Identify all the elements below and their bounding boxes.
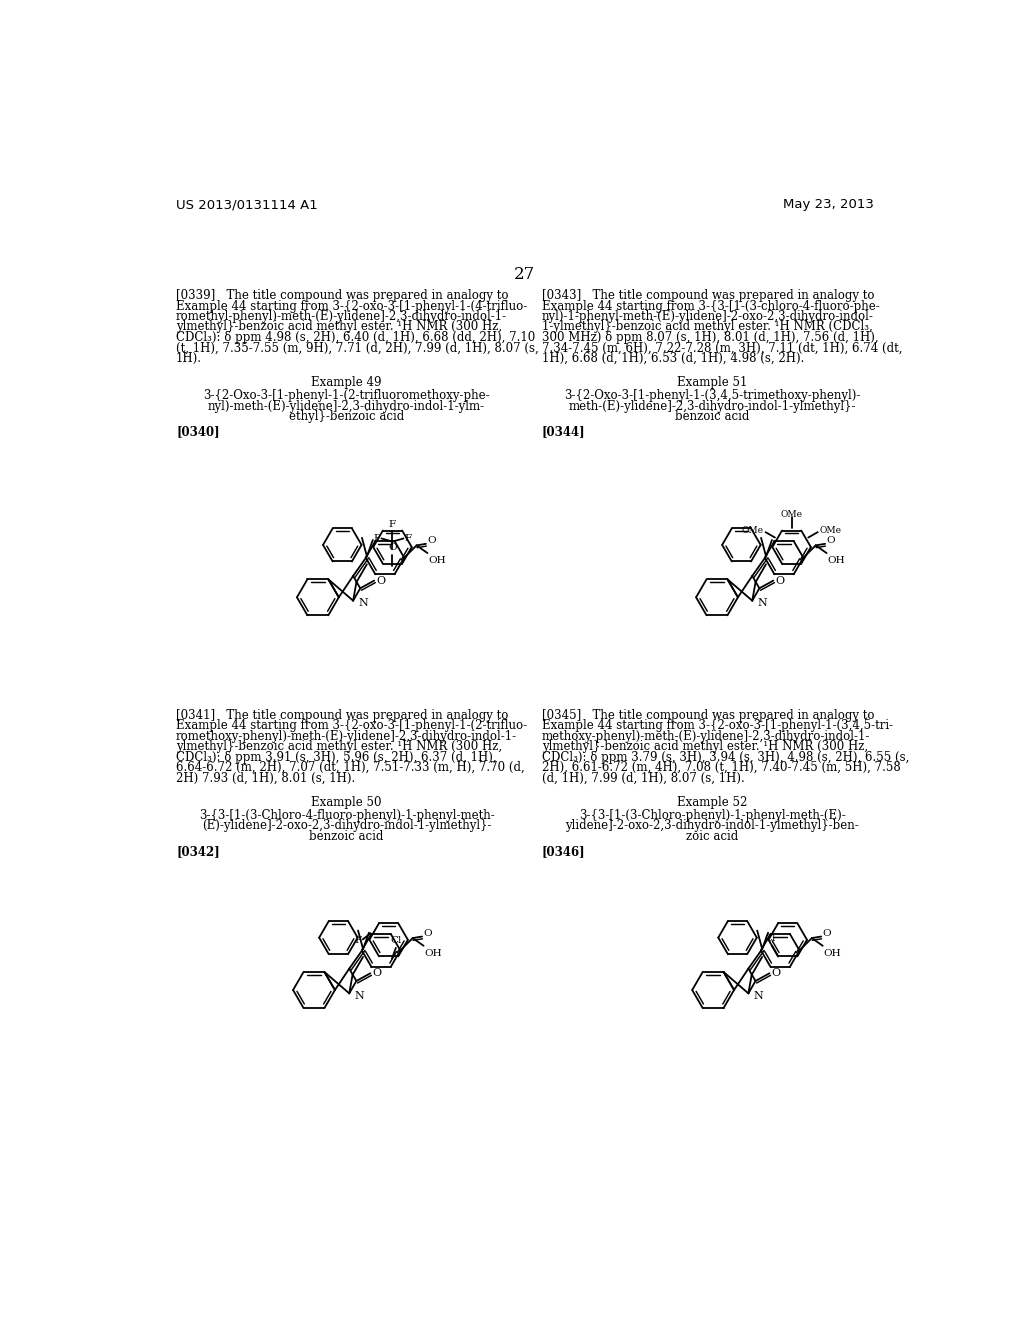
Text: Example 44 starting from 3-{3-[1-(3-chloro-4-fluoro-phe-: Example 44 starting from 3-{3-[1-(3-chlo… xyxy=(542,300,880,313)
Text: Example 52: Example 52 xyxy=(677,796,748,809)
Text: zoic acid: zoic acid xyxy=(686,830,738,843)
Text: O: O xyxy=(377,576,386,586)
Text: CDCl₃): δ ppm 3.79 (s, 3H), 3.94 (s, 3H), 4.98 (s, 2H), 6.55 (s,: CDCl₃): δ ppm 3.79 (s, 3H), 3.94 (s, 3H)… xyxy=(542,751,909,763)
Text: May 23, 2013: May 23, 2013 xyxy=(782,198,873,211)
Text: US 2013/0131114 A1: US 2013/0131114 A1 xyxy=(176,198,317,211)
Text: romethyl-phenyl)-meth-(E)-ylidene]-2,3-dihydro-indol-1-: romethyl-phenyl)-meth-(E)-ylidene]-2,3-d… xyxy=(176,310,507,323)
Text: N: N xyxy=(354,991,365,1001)
Text: 1-ylmethyl}-benzoic acid methyl ester. ¹H NMR (CDCl₃,: 1-ylmethyl}-benzoic acid methyl ester. ¹… xyxy=(542,321,872,334)
Text: benzoic acid: benzoic acid xyxy=(675,411,750,424)
Text: N: N xyxy=(358,598,369,609)
Text: O: O xyxy=(775,576,784,586)
Text: O: O xyxy=(373,969,382,978)
Text: OH: OH xyxy=(428,556,445,565)
Text: [0340]: [0340] xyxy=(176,425,220,438)
Text: OH: OH xyxy=(827,556,845,565)
Text: 2H), 6.61-6.72 (m, 4H), 7.08 (t, 1H), 7.40-7.45 (m, 5H), 7.58: 2H), 6.61-6.72 (m, 4H), 7.08 (t, 1H), 7.… xyxy=(542,760,900,774)
Text: Example 44 starting from 3-{2-oxo-3-[1-phenyl-1-(3,4,5-tri-: Example 44 starting from 3-{2-oxo-3-[1-p… xyxy=(542,719,893,733)
Text: OH: OH xyxy=(823,949,841,958)
Text: 3-{3-[1-(3-Chloro-4-fluoro-phenyl)-1-phenyl-meth-: 3-{3-[1-(3-Chloro-4-fluoro-phenyl)-1-phe… xyxy=(199,809,495,822)
Text: Example 51: Example 51 xyxy=(677,376,748,389)
Text: methoxy-phenyl)-meth-(E)-ylidene]-2,3-dihydro-indol-1-: methoxy-phenyl)-meth-(E)-ylidene]-2,3-di… xyxy=(542,730,870,743)
Text: ylidene]-2-oxo-2,3-dihydro-indol-1-ylmethyl}-ben-: ylidene]-2-oxo-2,3-dihydro-indol-1-ylmet… xyxy=(565,820,859,833)
Text: F: F xyxy=(404,535,412,543)
Text: 1H).: 1H). xyxy=(176,351,202,364)
Text: (E)-ylidene]-2-oxo-2,3-dihydro-indol-1-ylmethyl}-: (E)-ylidene]-2-oxo-2,3-dihydro-indol-1-y… xyxy=(202,820,492,833)
Text: 3-{3-[1-(3-Chloro-phenyl)-1-phenyl-meth-(E)-: 3-{3-[1-(3-Chloro-phenyl)-1-phenyl-meth-… xyxy=(579,809,846,822)
Text: Example 44 starting from 3-{2-oxo-3-[1-phenyl-1-(2-trifluo-: Example 44 starting from 3-{2-oxo-3-[1-p… xyxy=(176,719,527,733)
Text: F: F xyxy=(389,520,396,529)
Text: 1H), 6.68 (d, 1H), 6.53 (d, 1H), 4.98 (s, 2H).: 1H), 6.68 (d, 1H), 6.53 (d, 1H), 4.98 (s… xyxy=(542,351,804,364)
Text: nyl)-1-phenyl-meth-(E)-ylidene]-2-oxo-2,3-dihydro-indol-: nyl)-1-phenyl-meth-(E)-ylidene]-2-oxo-2,… xyxy=(542,310,873,323)
Text: ylmethyl}-benzoic acid methyl ester. ¹H NMR (300 Hz,: ylmethyl}-benzoic acid methyl ester. ¹H … xyxy=(542,741,868,754)
Text: O: O xyxy=(424,929,432,939)
Text: ylmethyl}-benzoic acid methyl ester. ¹H NMR (300 Hz,: ylmethyl}-benzoic acid methyl ester. ¹H … xyxy=(176,321,502,334)
Text: [0344]: [0344] xyxy=(542,425,586,438)
Text: meth-(E)-ylidene]-2,3-dihydro-indol-1-ylmethyl}-: meth-(E)-ylidene]-2,3-dihydro-indol-1-yl… xyxy=(568,400,856,413)
Text: romethoxy-phenyl)-meth-(E)-ylidene]-2,3-dihydro-indol-1-: romethoxy-phenyl)-meth-(E)-ylidene]-2,3-… xyxy=(176,730,517,743)
Text: (t, 1H), 7.35-7.55 (m, 9H), 7.71 (d, 2H), 7.99 (d, 1H), 8.07 (s,: (t, 1H), 7.35-7.55 (m, 9H), 7.71 (d, 2H)… xyxy=(176,342,539,354)
Text: 27: 27 xyxy=(514,267,536,284)
Text: [0341]   The title compound was prepared in analogy to: [0341] The title compound was prepared i… xyxy=(176,709,509,722)
Text: [0343]   The title compound was prepared in analogy to: [0343] The title compound was prepared i… xyxy=(542,289,874,302)
Text: N: N xyxy=(758,598,767,609)
Text: Example 49: Example 49 xyxy=(311,376,382,389)
Text: OH: OH xyxy=(424,949,442,958)
Text: benzoic acid: benzoic acid xyxy=(309,830,384,843)
Text: 6.64-6.72 (m, 2H), 7.07 (dt, 1H), 7.51-7.33 (m, H), 7.70 (d,: 6.64-6.72 (m, 2H), 7.07 (dt, 1H), 7.51-7… xyxy=(176,760,524,774)
Text: F: F xyxy=(373,535,380,543)
Text: Example 44 starting from 3-{2-oxo-3-[1-phenyl-1-(4-trifluo-: Example 44 starting from 3-{2-oxo-3-[1-p… xyxy=(176,300,527,313)
Text: O: O xyxy=(388,544,397,552)
Text: F: F xyxy=(354,936,361,945)
Text: [0339]   The title compound was prepared in analogy to: [0339] The title compound was prepared i… xyxy=(176,289,509,302)
Text: 300 MHz) δ ppm 8.07 (s, 1H), 8.01 (d, 1H), 7.56 (d, 1H),: 300 MHz) δ ppm 8.07 (s, 1H), 8.01 (d, 1H… xyxy=(542,331,879,345)
Text: O: O xyxy=(427,536,436,545)
Text: [0346]: [0346] xyxy=(542,845,586,858)
Text: [0345]   The title compound was prepared in analogy to: [0345] The title compound was prepared i… xyxy=(542,709,874,722)
Text: ylmethyl}-benzoic acid methyl ester. ¹H NMR (300 Hz,: ylmethyl}-benzoic acid methyl ester. ¹H … xyxy=(176,741,502,754)
Text: [0342]: [0342] xyxy=(176,845,220,858)
Text: CDCl₃): δ ppm 3.91 (s, 3H), 5.96 (s, 2H), 6.37 (d, 1H),: CDCl₃): δ ppm 3.91 (s, 3H), 5.96 (s, 2H)… xyxy=(176,751,497,763)
Text: 2H) 7.93 (d, 1H), 8.01 (s, 1H).: 2H) 7.93 (d, 1H), 8.01 (s, 1H). xyxy=(176,771,355,784)
Text: CDCl₃): δ ppm 4.98 (s, 2H), 6.40 (d, 1H), 6.68 (dd, 2H), 7.10: CDCl₃): δ ppm 4.98 (s, 2H), 6.40 (d, 1H)… xyxy=(176,331,536,345)
Text: Cl: Cl xyxy=(765,933,776,942)
Text: O: O xyxy=(772,969,781,978)
Text: Example 50: Example 50 xyxy=(311,796,382,809)
Text: 7.34-7.45 (m, 6H), 7.22-7.28 (m, 3H), 7.11 (dt, 1H), 6.74 (dt,: 7.34-7.45 (m, 6H), 7.22-7.28 (m, 3H), 7.… xyxy=(542,342,902,354)
Text: O: O xyxy=(822,929,831,939)
Text: N: N xyxy=(754,991,764,1001)
Text: OMe: OMe xyxy=(741,527,764,536)
Text: OMe: OMe xyxy=(819,527,842,536)
Text: O: O xyxy=(826,536,836,545)
Text: ethyl}-benzoic acid: ethyl}-benzoic acid xyxy=(289,411,404,424)
Text: 3-{2-Oxo-3-[1-phenyl-1-(3,4,5-trimethoxy-phenyl)-: 3-{2-Oxo-3-[1-phenyl-1-(3,4,5-trimethoxy… xyxy=(564,389,860,403)
Text: Cl: Cl xyxy=(390,936,401,945)
Text: nyl)-meth-(E)-ylidene]-2,3-dihydro-indol-1-ylm-: nyl)-meth-(E)-ylidene]-2,3-dihydro-indol… xyxy=(208,400,485,413)
Text: 3-{2-Oxo-3-[1-phenyl-1-(2-trifluoromethoxy-phe-: 3-{2-Oxo-3-[1-phenyl-1-(2-trifluorometho… xyxy=(203,389,489,403)
Text: (d, 1H), 7.99 (d, 1H), 8.07 (s, 1H).: (d, 1H), 7.99 (d, 1H), 8.07 (s, 1H). xyxy=(542,771,744,784)
Text: OMe: OMe xyxy=(780,511,803,519)
